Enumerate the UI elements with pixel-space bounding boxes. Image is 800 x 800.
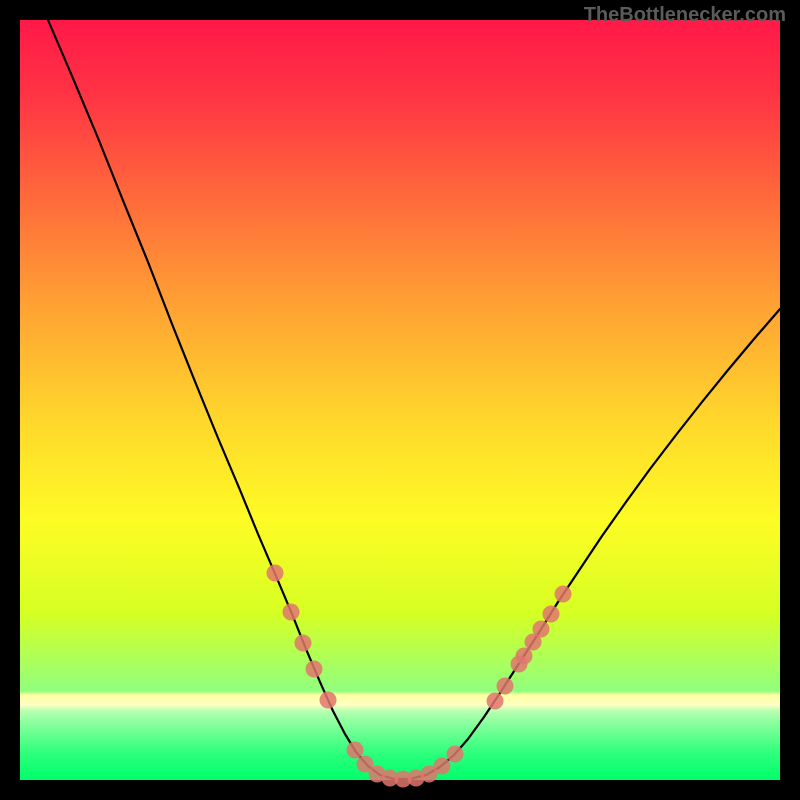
chart-frame: TheBottlenecker.com (0, 0, 800, 800)
chart-background (20, 20, 780, 780)
data-marker (533, 621, 550, 638)
data-marker (447, 746, 464, 763)
data-marker (434, 758, 451, 775)
data-marker (283, 604, 300, 621)
chart-svg (0, 0, 800, 800)
data-marker (295, 635, 312, 652)
data-marker (516, 648, 533, 665)
watermark-text: TheBottlenecker.com (584, 4, 786, 27)
data-marker (555, 586, 572, 603)
data-marker (267, 565, 284, 582)
data-marker (487, 693, 504, 710)
data-marker (320, 692, 337, 709)
data-marker (347, 742, 364, 759)
data-marker (306, 661, 323, 678)
data-marker (497, 678, 514, 695)
data-marker (543, 606, 560, 623)
